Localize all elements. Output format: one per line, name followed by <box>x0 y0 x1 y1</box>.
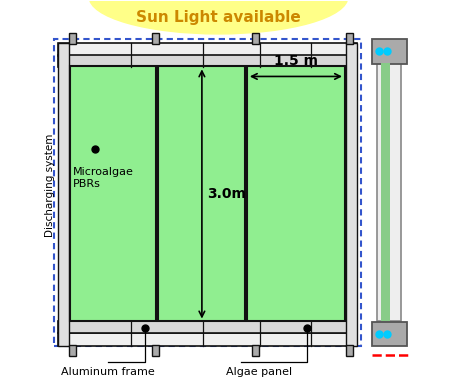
Text: 1.5 m: 1.5 m <box>274 54 318 68</box>
Bar <box>346 43 357 346</box>
Bar <box>54 39 361 346</box>
Bar <box>58 55 357 67</box>
Bar <box>372 39 407 63</box>
Bar <box>247 66 345 321</box>
Text: Microalgae
PBRs: Microalgae PBRs <box>73 167 134 189</box>
Bar <box>158 66 245 321</box>
Bar <box>152 33 159 44</box>
Text: Algae panel: Algae panel <box>226 367 292 377</box>
Bar <box>377 63 401 321</box>
Bar <box>58 333 357 346</box>
Ellipse shape <box>89 0 348 34</box>
Text: 3.0m: 3.0m <box>208 187 246 201</box>
Bar <box>252 33 259 44</box>
Bar <box>346 33 353 44</box>
Bar <box>152 345 159 356</box>
Bar <box>58 321 357 333</box>
Bar <box>372 322 407 346</box>
Text: Aluminum frame: Aluminum frame <box>61 367 155 377</box>
Bar <box>69 345 76 356</box>
Bar <box>252 345 259 356</box>
Text: Discharging system: Discharging system <box>46 134 55 237</box>
Bar <box>58 43 69 346</box>
Bar <box>69 33 76 44</box>
Text: Sun Light available: Sun Light available <box>136 10 301 25</box>
Bar <box>58 43 357 56</box>
Bar <box>70 66 156 321</box>
Bar <box>346 345 353 356</box>
Bar <box>381 63 391 321</box>
